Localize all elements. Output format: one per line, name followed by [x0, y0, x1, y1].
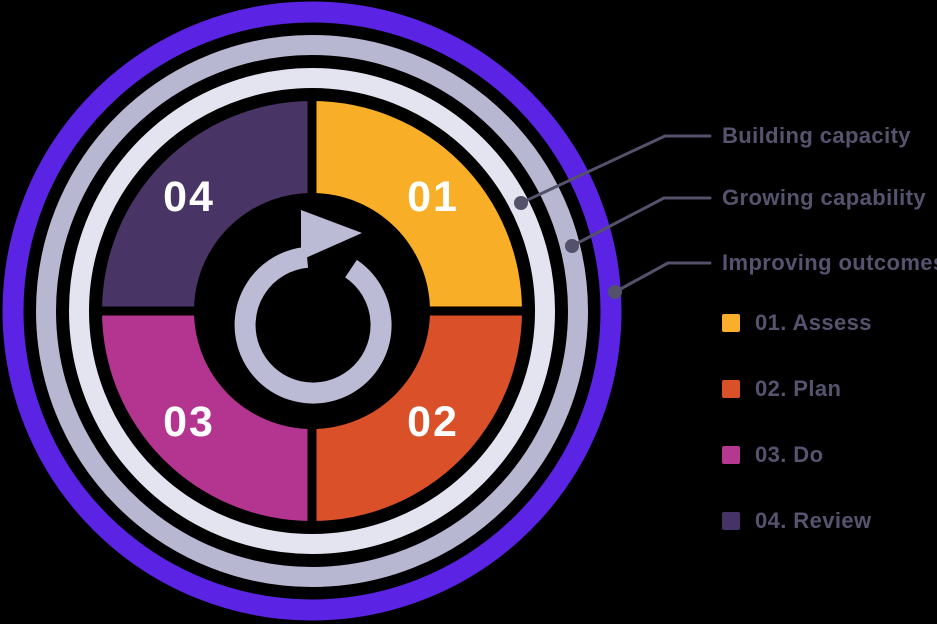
- ring-growing-capability: [36, 35, 588, 587]
- ring-label-building-capacity: Building capacity: [722, 123, 911, 148]
- legend-swatch-review: [722, 512, 740, 530]
- quadrant-03-do: [102, 311, 312, 521]
- connector-line: [519, 134, 712, 205]
- connector-dot: [565, 239, 579, 253]
- connector-improving-outcomes: [608, 261, 712, 299]
- legend-swatch-assess: [722, 314, 740, 332]
- ring-improving-outcomes: [2, 1, 622, 621]
- cycle-arrow-icon: [234, 210, 392, 404]
- legend-item-plan: 02. Plan: [722, 376, 841, 402]
- quadrant-number-03: 03: [163, 398, 215, 446]
- ring-building-capacity: [69, 68, 555, 554]
- quadrant-01-assess: [312, 101, 522, 311]
- quadrant-number-01: 01: [407, 173, 459, 221]
- legend-item-label: 04. Review: [755, 508, 872, 533]
- legend-item-label: 03. Do: [755, 442, 824, 467]
- connector-line: [570, 196, 712, 248]
- legend-item-assess: 01. Assess: [722, 310, 872, 336]
- legend-item-do: 03. Do: [722, 442, 823, 468]
- connector-line: [613, 261, 712, 294]
- ring-label-growing-capability: Growing capability: [722, 185, 927, 210]
- connector-building-capacity: [514, 134, 712, 210]
- cycle-arrow-head: [301, 210, 362, 260]
- legend-swatch-plan: [722, 380, 740, 398]
- quadrant-04-review: [102, 101, 312, 311]
- cycle-arrow-ring: [234, 246, 392, 404]
- legend-item-label: 02. Plan: [755, 376, 842, 401]
- legend-item-label: 01. Assess: [755, 310, 872, 335]
- connector-growing-capability: [565, 196, 712, 253]
- quadrant-number-02: 02: [407, 398, 459, 446]
- legend-swatch-do: [722, 446, 740, 464]
- ring-label-improving-outcomes: Improving outcomes: [722, 250, 937, 275]
- connector-dot: [608, 285, 622, 299]
- quadrant-02-plan: [312, 311, 522, 521]
- quadrant-number-04: 04: [163, 173, 215, 221]
- quadrant-divider: [95, 94, 529, 528]
- connector-dot: [514, 196, 528, 210]
- legend-item-review: 04. Review: [722, 508, 872, 534]
